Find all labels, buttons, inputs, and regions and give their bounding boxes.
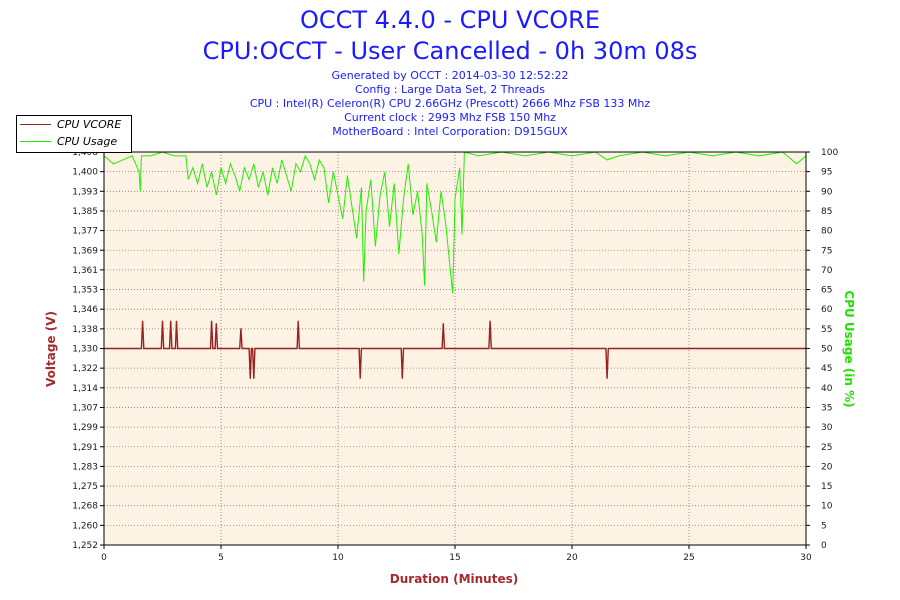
chart-title: OCCT 4.4.0 - CPU VCORE [299,6,600,34]
chart-subtitle: CPU:OCCT - User Cancelled - 0h 30m 08s [202,37,698,65]
info-generated: Generated by OCCT : 2014-03-30 12:52:22 [331,69,569,82]
y-left-tick-label: 1,353 [72,286,98,296]
y-left-tick-label: 1,408 [72,148,98,158]
y-right-tick-label: 100 [821,148,838,158]
y-left-tick-label: 1,330 [72,345,98,355]
y-right-tick-label: 15 [821,482,832,492]
x-tick-label: 20 [566,553,578,563]
x-tick-label: 10 [332,553,344,563]
y-axis-left-title: Voltage (V) [44,311,58,387]
legend-swatch-vcore [20,124,51,125]
y-left-tick-label: 1,283 [72,462,98,472]
x-tick-label: 30 [800,553,812,563]
y-right-tick-label: 50 [821,345,833,355]
y-right-tick-label: 40 [821,384,833,394]
legend-label-usage: CPU Usage [57,135,118,148]
y-left-tick-label: 1,291 [72,443,98,453]
y-left-tick-label: 1,322 [72,364,98,374]
y-left-tick-label: 1,400 [72,168,98,178]
y-right-tick-label: 5 [821,521,827,531]
info-motherboard: MotherBoard : Intel Corporation: D915GUX [332,125,568,138]
series-line-cpu-vcore [104,320,806,379]
y-right-tick-label: 55 [821,325,832,335]
y-right-tick-label: 35 [821,403,832,413]
y-left-tick-label: 1,275 [72,482,98,492]
y-right-tick-label: 70 [821,266,833,276]
y-left-tick-label: 1,299 [72,423,98,433]
y-left-tick-label: 1,385 [72,207,98,217]
y-left-tick-label: 1,361 [72,266,98,276]
legend-item-usage: CPU Usage [17,134,131,150]
y-right-tick-label: 90 [821,187,833,197]
y-left-tick-label: 1,268 [72,502,98,512]
y-left-tick-label: 1,252 [72,541,98,551]
y-right-tick-label: 60 [821,305,833,315]
y-right-tick-label: 80 [821,227,833,237]
x-axis-title: Duration (Minutes) [389,572,519,586]
x-tick-label: 25 [683,553,694,563]
y-left-tick-label: 1,369 [72,246,98,256]
plot-frame [103,151,807,546]
x-tick-label: 5 [218,553,224,563]
y-right-tick-label: 65 [821,286,832,296]
y-right-tick-label: 30 [821,423,833,433]
x-tick-label: 0 [101,553,107,563]
y-left-tick-label: 1,346 [72,305,98,315]
y-right-tick-label: 10 [821,502,833,512]
info-config: Config : Large Data Set, 2 Threads [355,83,545,96]
y-right-tick-label: 20 [821,462,833,472]
y-right-tick-label: 75 [821,246,832,256]
y-left-tick-label: 1,260 [72,521,98,531]
series-line-cpu-usage [103,151,807,294]
y-left-tick-label: 1,393 [72,187,98,197]
y-left-tick-label: 1,377 [72,227,98,237]
legend-swatch-usage [20,141,51,142]
y-left-tick-label: 1,338 [72,325,98,335]
y-left-tick-label: 1,314 [72,384,98,394]
y-right-tick-label: 95 [821,168,832,178]
info-cpu: CPU : Intel(R) Celeron(R) CPU 2.66GHz (P… [249,97,651,110]
legend-item-vcore: CPU VCORE [17,117,131,133]
y-right-tick-label: 45 [821,364,832,374]
y-right-tick-label: 25 [821,443,832,453]
y-left-tick-label: 1,307 [72,403,98,413]
y-right-tick-label: 85 [821,207,832,217]
y-axis-right-title: CPU Usage (in %) [842,290,856,408]
legend-label-vcore: CPU VCORE [57,118,122,131]
x-tick-label: 15 [449,553,460,563]
y-right-tick-label: 0 [821,541,827,551]
legend: CPU VCORE CPU Usage [16,115,132,153]
info-current-clock: Current clock : 2993 Mhz FSB 150 Mhz [344,111,556,124]
